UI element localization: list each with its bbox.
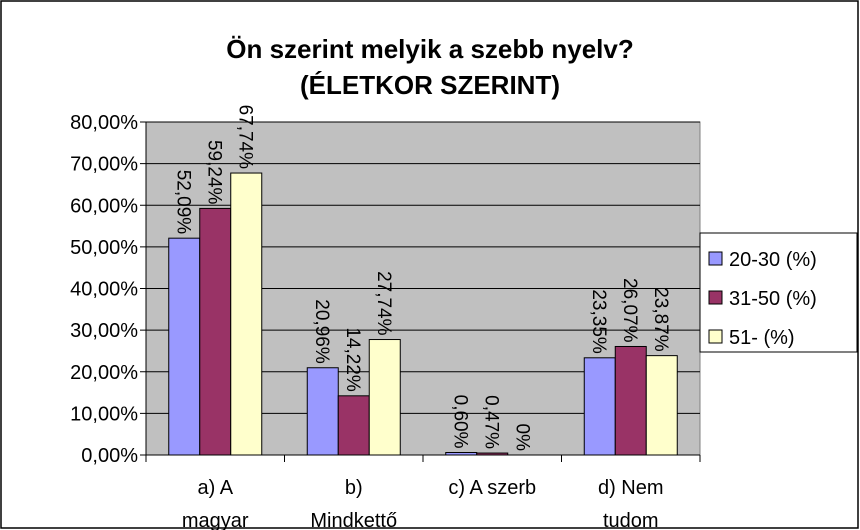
data-label: 26,07% bbox=[619, 278, 640, 343]
bar bbox=[614, 345, 647, 456]
data-label: 59,24% bbox=[203, 140, 224, 205]
data-label: 23,87% bbox=[650, 287, 671, 352]
y-tick-label: 20,00% bbox=[70, 362, 138, 384]
data-label: 27,74% bbox=[373, 271, 394, 336]
data-label: 67,74% bbox=[234, 105, 255, 170]
y-tick-label: 60,00% bbox=[70, 195, 138, 217]
data-label: 0% bbox=[511, 424, 532, 452]
bar bbox=[368, 339, 401, 456]
legend-swatch bbox=[708, 290, 723, 305]
y-tick-label: 80,00% bbox=[70, 112, 138, 134]
bar bbox=[306, 367, 339, 456]
bar bbox=[645, 355, 678, 456]
legend-label: 20-30 (%) bbox=[729, 249, 817, 271]
data-label: 0,60% bbox=[449, 395, 470, 449]
legend-box bbox=[699, 232, 858, 353]
bar bbox=[230, 172, 263, 456]
data-label: 14,22% bbox=[342, 327, 363, 392]
x-tick-label: c) A szerb bbox=[448, 477, 536, 499]
data-label: 52,09% bbox=[172, 170, 193, 235]
y-tick-label: 40,00% bbox=[70, 279, 138, 301]
y-tick-label: 0,00% bbox=[81, 445, 138, 467]
data-label: 0,47% bbox=[480, 395, 501, 449]
y-tick-label: 50,00% bbox=[70, 237, 138, 259]
bar bbox=[337, 395, 370, 456]
y-tick-label: 10,00% bbox=[70, 403, 138, 425]
x-tick-label: b) Mindkettő bbox=[310, 477, 397, 530]
legend-label: 31-50 (%) bbox=[729, 288, 817, 310]
legend-swatch bbox=[708, 329, 723, 344]
x-tick-label: d) Nem tudom bbox=[598, 477, 664, 530]
legend-swatch bbox=[708, 251, 723, 266]
y-tick-label: 70,00% bbox=[70, 154, 138, 176]
data-label: 23,35% bbox=[588, 289, 609, 354]
bar bbox=[199, 207, 232, 456]
legend-label: 51- (%) bbox=[729, 327, 795, 349]
data-label: 20,96% bbox=[311, 299, 332, 364]
chart-title: Ön szerint melyik a szebb nyelv? (ÉLETKOR… bbox=[226, 34, 633, 100]
bar bbox=[168, 237, 201, 456]
bar bbox=[583, 357, 616, 456]
y-tick-label: 30,00% bbox=[70, 320, 138, 342]
